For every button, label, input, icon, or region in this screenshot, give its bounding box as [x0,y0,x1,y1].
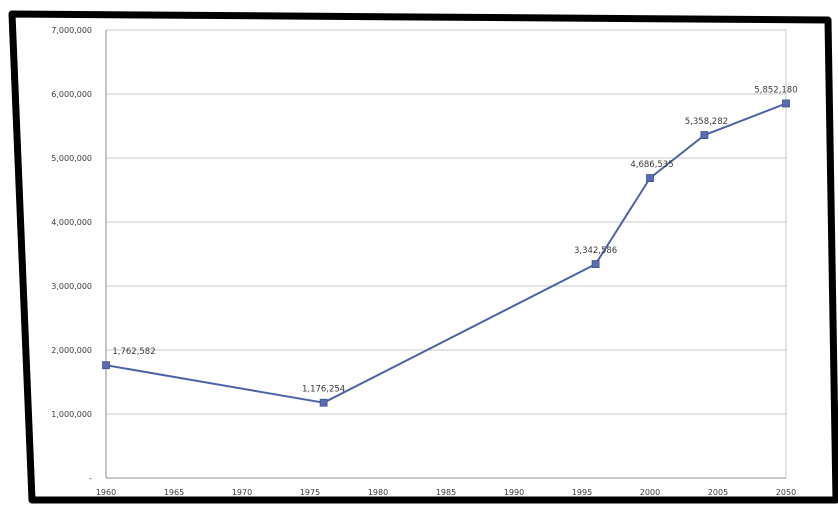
y-tick-label: 1,000,000 [51,410,92,419]
data-label: 1,176,254 [302,385,345,395]
x-tick-label: 1960 [96,488,116,497]
series-line [105,102,787,404]
y-tick-label: 2,000,000 [51,346,92,355]
photo-frame [8,10,838,504]
y-axis-tick-labels: - 1,000,000 2,000,000 3,000,000 4,000,000 5,0… [51,26,92,483]
x-tick-label: 1970 [232,488,252,497]
y-tick-label: 6,000,000 [51,90,92,99]
data-point [102,361,110,370]
x-tick-label: 1990 [504,488,524,497]
data-label: 3,342,586 [574,246,617,256]
x-axis-tick-labels: 1960 1965 1970 1975 1980 1985 1990 1995 2000 2005… [96,488,796,497]
data-point [782,99,790,108]
y-tick-label: 4,000,000 [51,218,92,227]
frame-border [8,10,838,504]
x-tick-label: 2000 [640,488,660,497]
x-tick-label: 2050 [776,488,796,497]
data-label: 5,358,282 [685,117,728,127]
data-point [646,174,654,182]
data-labels: 1,762,582 1,176,254 3,342,586 4,686,535 5,35… [112,85,797,394]
x-tick-label: 1975 [300,488,320,497]
x-tick-label: 1965 [164,488,184,497]
data-point [591,260,600,268]
y-tick-label: 3,000,000 [51,282,92,291]
data-label: 1,762,582 [112,347,155,357]
x-tick-label: 1985 [436,488,456,497]
y-tick-label: - [89,474,92,483]
x-tick-label: 1980 [368,488,388,497]
gridlines [106,29,786,415]
x-tick-label: 1995 [572,488,592,497]
x-tick-label: 2005 [708,488,728,497]
data-point [319,398,328,407]
data-label: 4,686,535 [630,160,673,170]
y-tick-label: 7,000,000 [51,26,92,35]
data-point [700,131,709,139]
data-label: 5,852,180 [754,85,797,95]
series-layer [102,99,790,407]
axes [105,30,787,479]
y-tick-label: 5,000,000 [51,154,92,163]
